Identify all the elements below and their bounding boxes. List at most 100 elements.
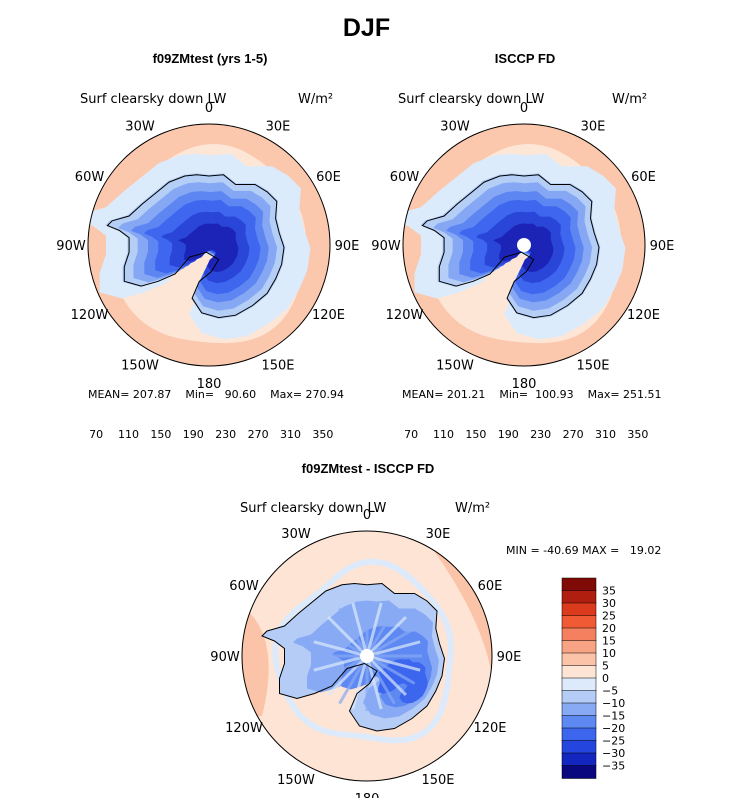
colorbar-tick-label: 230 [215,428,236,441]
panel-2-lon-label-150W: 150W [436,359,474,374]
colorbar-tick-label: −35 [602,760,625,773]
colorbar-swatch [561,577,597,592]
colorbar-swatch [561,677,597,692]
pole-streak [327,654,369,696]
colorbar-swatch [561,602,597,617]
ocean-warm-patch-west [242,606,269,716]
panel-1-lon-label-180: 180 [197,377,222,392]
panel-1-lon-label-120E: 120E [312,308,345,323]
pole-streak [366,654,416,685]
panel-2-lon-label-120E: 120E [627,308,660,323]
coastline [261,582,446,732]
panel-3-lon-label-120W: 120W [225,721,263,736]
colorbar-swatch [561,652,597,667]
panel-1-units: W/m² [298,92,334,107]
pole-streak [338,607,369,657]
near-zero-ring [272,558,454,744]
panel-2-variable-label: Surf clearsky down LW [398,92,545,107]
panel-1-stats: MEAN= 207.87 Min= 90.60 Max= 270.94 [88,388,345,401]
colorbar-tick-label: 350 [627,428,648,441]
panel-2-lon-label-60W: 60W [390,170,420,185]
colorbar-swatch [561,727,597,742]
map-border [87,123,331,367]
pole-mask [517,238,531,252]
pole-streak [318,654,368,685]
panel-3-lon-label-30E: 30E [426,527,451,542]
pole-streak [313,640,368,658]
colorbar-tick-label: 270 [563,428,584,441]
colorbar-tick-label: 15 [602,635,616,648]
coastline [421,174,600,319]
panel-3-title: f09ZMtest - ISCCP FD [301,461,435,476]
colorbar-swatch [561,640,597,654]
panel-2-stats: MEAN= 201.21 Min= 100.93 Max= 251.51 [402,388,662,401]
panel-1-lon-label-60W: 60W [75,170,105,185]
panel-2-map [402,123,646,367]
pole-streak [365,655,396,705]
panel-2-lon-label-90W: 90W [371,239,401,254]
panel-1-lon-label-150E: 150E [261,359,294,374]
pole-streak [313,654,368,672]
colorbar-tick-label: 70 [89,428,103,441]
colorbar-tick-label: −30 [602,747,625,760]
pole-streak [366,627,416,658]
colorbar-swatch [561,665,597,679]
panel-3-lon-label-150W: 150W [277,773,315,788]
pole-streak [365,616,407,658]
colorbar-tick-label: −25 [602,735,625,748]
colorbar-swatch [561,690,597,704]
pole-mask [360,649,374,663]
panel-2-lon-label-150E: 150E [576,359,609,374]
pole-streak [365,655,383,710]
panel-3-lon-label-0: 0 [363,508,371,523]
panel-3-variable-label: Surf clearsky down LW [240,501,387,516]
colorbar-tick-label: −5 [602,685,618,698]
panel-3-lon-label-180: 180 [355,792,380,798]
colorbar-tick-label: 230 [530,428,551,441]
panel-2-lon-label-120W: 120W [386,308,424,323]
panel-3-lon-label-90E: 90E [497,650,522,665]
coastline [106,174,285,319]
panel-1-variable-label: Surf clearsky down LW [80,92,227,107]
panel-3-lon-label-150E: 150E [421,773,454,788]
colorbar-tick-label: 25 [602,610,616,623]
panel-2-lon-label-60E: 60E [631,170,656,185]
pole-streak [351,602,369,657]
colorbar-tick-label: 150 [150,428,171,441]
colorbar-swatch [561,765,597,779]
panel-3-map [241,530,493,782]
land-level-5 [178,223,239,273]
colorbar-swatch [561,627,597,642]
colorbar-tick-label: 150 [465,428,486,441]
colorbar-tick-label: 35 [602,585,616,598]
panel-1-map [87,123,331,367]
panel-1-lon-label-0: 0 [205,101,213,116]
panel-3-stats: MIN = -40.69 MAX = 19.02 [506,544,662,557]
colorbar-tick-label: 30 [602,597,616,610]
panel-1-lon-label-90E: 90E [335,239,360,254]
panel-1-lon-label-120W: 120W [71,308,109,323]
pole-streak [366,640,421,658]
colorbar-tick-label: 70 [404,428,418,441]
colorbar-swatch [561,702,597,717]
colorbar-swatch [561,615,597,629]
panel-1-title: f09ZMtest (yrs 1-5) [152,51,268,66]
panel-1-lon-label-60E: 60E [316,170,341,185]
map-border [402,123,646,367]
colorbar-swatch [561,715,597,729]
colorbar-swatch [561,590,597,604]
colorbar-tick-label: 10 [602,647,616,660]
pole-streak [365,607,396,657]
panel-3-lon-label-120E: 120E [473,721,506,736]
colorbar-tick-label: 310 [595,428,616,441]
pole-streak [351,655,369,710]
pole-streak [318,627,368,658]
panel-2-lon-label-0: 0 [520,101,528,116]
panel-1-lon-label-30W: 30W [125,120,155,135]
colorbar-tick-label: 190 [498,428,519,441]
panel-3-lon-label-30W: 30W [281,527,311,542]
colorbar-tick-label: 5 [602,660,609,673]
colorbar-swatch [561,752,597,767]
pole-streak [366,654,421,672]
colorbar-tick-label: −10 [602,697,625,710]
